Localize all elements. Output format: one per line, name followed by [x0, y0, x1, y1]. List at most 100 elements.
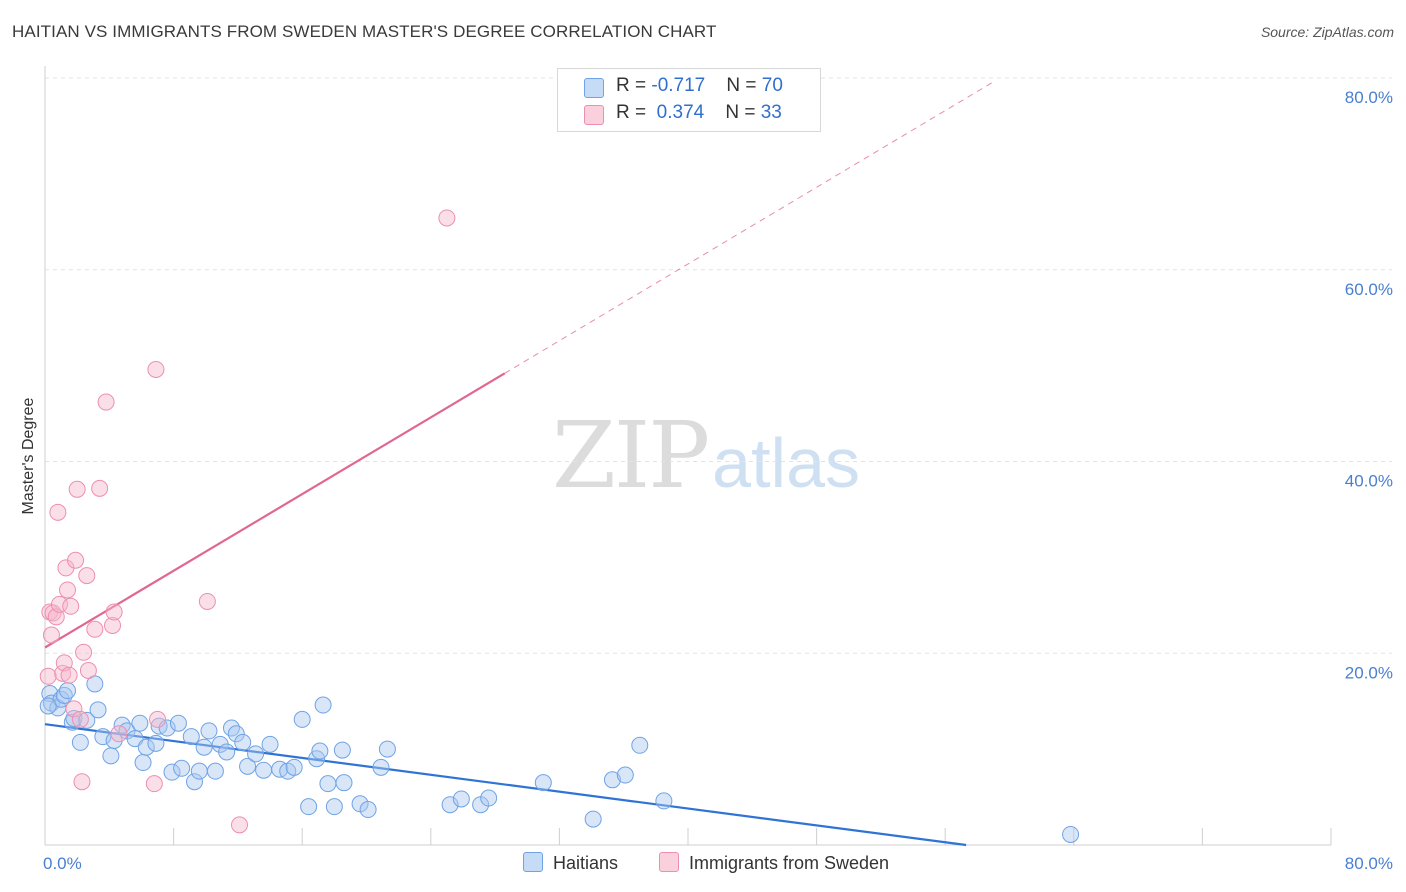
data-point: [75, 643, 93, 661]
legend-n-label: N =: [725, 102, 761, 123]
data-point: [131, 714, 149, 732]
data-point: [60, 666, 78, 684]
trend-lines: [44, 81, 994, 847]
data-point: [584, 810, 602, 828]
data-point: [655, 792, 673, 810]
data-point: [147, 734, 165, 752]
data-points: [39, 209, 1080, 843]
legend-n-label: N =: [726, 75, 762, 96]
data-point: [247, 745, 265, 763]
data-point: [59, 581, 77, 599]
y-tick-label: 80.0%: [1345, 88, 1393, 107]
data-point: [169, 714, 187, 732]
y-axis-title: Master's Degree: [20, 397, 37, 514]
data-point: [42, 626, 60, 644]
data-point: [91, 479, 109, 497]
bottom-legend-label: Immigrants from Sweden: [689, 853, 890, 873]
source-credit: Source: ZipAtlas.com: [1260, 24, 1394, 40]
data-point: [190, 762, 208, 780]
data-point: [55, 654, 73, 672]
gridlines: [45, 77, 1392, 654]
data-point: [110, 725, 128, 743]
y-tick-label: 20.0%: [1345, 663, 1393, 682]
data-point: [59, 682, 77, 700]
bottom-legend-swatch-sweden: [659, 852, 679, 872]
data-point: [105, 603, 123, 621]
legend-r-value: 0.374: [651, 102, 705, 123]
trend-line: [44, 372, 506, 649]
data-point: [67, 551, 85, 569]
data-point: [200, 722, 218, 740]
data-point: [86, 620, 104, 638]
bottom-legend-label: Haitians: [553, 853, 619, 873]
y-tick-label: 40.0%: [1345, 472, 1393, 491]
data-point: [239, 757, 257, 775]
data-point: [300, 798, 318, 816]
legend-r-label: R =: [616, 75, 652, 96]
legend-swatch-sweden: [584, 105, 604, 125]
data-point: [104, 616, 122, 634]
data-point: [65, 700, 83, 718]
data-point: [452, 790, 470, 808]
data-point: [218, 743, 236, 761]
bottom-legend-haitians: Haitians: [523, 852, 618, 874]
legend-swatch-haitians: [584, 78, 604, 98]
data-point: [62, 597, 80, 615]
x-tick-label: 80.0%: [1345, 854, 1393, 873]
data-point: [158, 719, 176, 737]
data-point: [47, 608, 65, 626]
data-point: [54, 664, 72, 682]
data-point: [102, 747, 120, 765]
data-point: [79, 662, 97, 680]
data-point: [255, 761, 273, 779]
data-point: [65, 709, 83, 727]
axes: [44, 66, 1332, 846]
data-point: [231, 816, 249, 834]
data-point: [438, 209, 456, 227]
data-point: [378, 740, 396, 758]
x-tick-label: 0.0%: [43, 854, 82, 873]
y-tick-label: 60.0%: [1345, 280, 1393, 299]
data-point: [293, 710, 311, 728]
data-point: [89, 701, 107, 719]
data-point: [39, 667, 57, 685]
data-point: [78, 567, 96, 585]
data-point: [1062, 825, 1080, 843]
chart-title: HAITIAN VS IMMIGRANTS FROM SWEDEN MASTER…: [12, 22, 717, 41]
data-point: [147, 360, 165, 378]
legend-n-value: 33: [760, 102, 782, 123]
data-point: [97, 393, 115, 411]
series-sweden: [39, 209, 456, 834]
data-point: [631, 736, 649, 754]
data-point: [616, 766, 634, 784]
data-point: [480, 789, 498, 807]
data-point: [49, 503, 67, 521]
data-point: [78, 711, 96, 729]
data-point: [206, 762, 224, 780]
data-point: [145, 775, 163, 793]
data-point: [94, 728, 112, 746]
data-point: [311, 742, 329, 760]
data-point: [126, 730, 144, 748]
data-point: [359, 801, 377, 819]
data-point: [149, 710, 167, 728]
data-point: [441, 796, 459, 814]
data-point: [71, 733, 89, 751]
data-point: [603, 771, 621, 789]
legend-r-value: -0.717: [651, 75, 706, 96]
watermark-zip: ZIP: [552, 402, 710, 509]
data-point: [319, 775, 337, 793]
data-point: [198, 592, 216, 610]
trend-line: [44, 723, 967, 847]
data-point: [173, 759, 191, 777]
legend-n-value: 70: [761, 75, 783, 96]
watermark: ZIPatlas: [552, 402, 860, 509]
data-point: [314, 696, 332, 714]
data-point: [195, 738, 213, 756]
bottom-legend-swatch-haitians: [523, 852, 543, 872]
trend-line-extension: [504, 81, 994, 374]
data-point: [534, 774, 552, 792]
axis-labels: 20.0% 40.0% 60.0% 80.0% 0.0% 80.0% Master's De…: [20, 88, 1393, 873]
data-point: [39, 697, 57, 715]
